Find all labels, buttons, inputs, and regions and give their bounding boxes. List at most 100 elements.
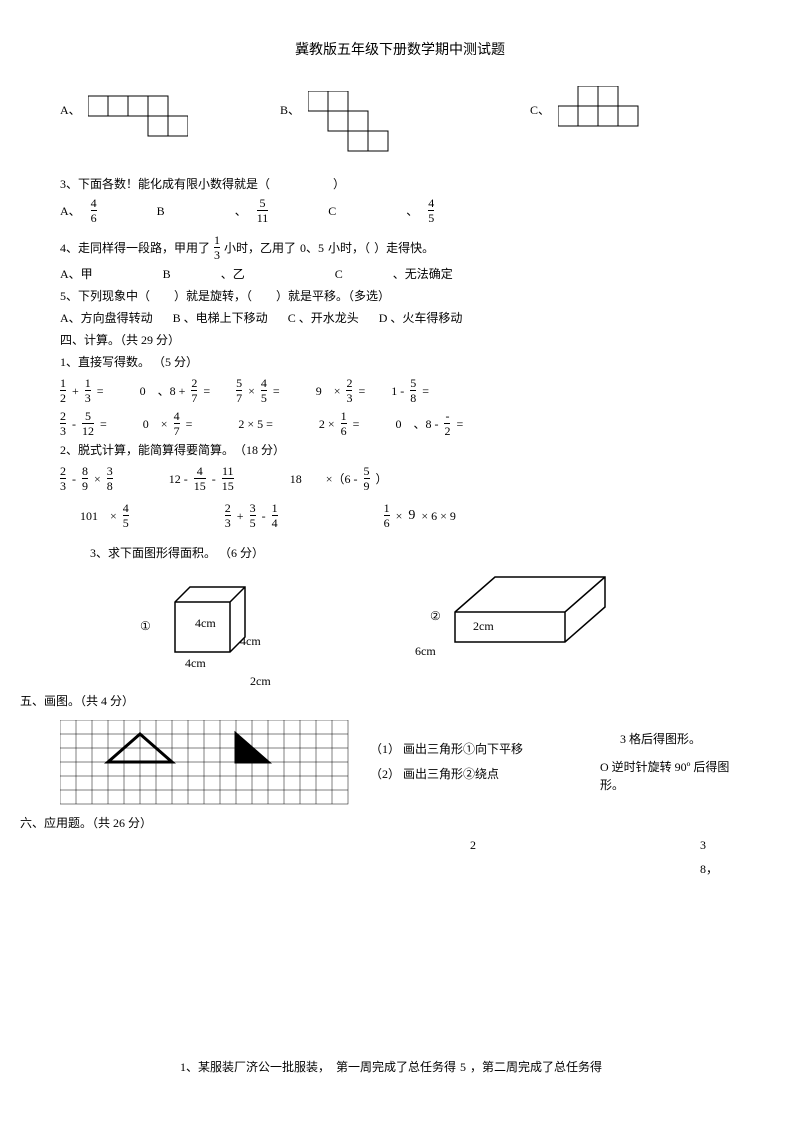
sec5-t1b: 3 格后得图形。 — [620, 730, 701, 748]
q5-c: C 、开水龙头 — [288, 309, 359, 327]
r3-e3cl: ） — [376, 470, 388, 488]
net-b — [308, 91, 408, 181]
r4e1f: 45 — [123, 502, 129, 529]
e3b: 45 — [261, 377, 267, 404]
e5f: 58 — [410, 377, 416, 404]
cube2-label: ② — [430, 607, 441, 625]
r3-e2pre: 12 - — [169, 470, 188, 488]
cube1-label: ① — [140, 617, 151, 635]
r4-e1pre: 101 × — [80, 507, 117, 525]
q2-opt-a: A、 — [60, 101, 81, 119]
r4-op3: × — [396, 507, 403, 525]
r1-eq4: = — [358, 382, 365, 400]
q4-b: B — [163, 265, 171, 283]
sec6-n8: 8， — [700, 860, 718, 878]
r2-op1: - — [72, 415, 76, 433]
cube1-dim-c: 4cm — [185, 654, 206, 672]
q3-a: A、 — [60, 202, 81, 220]
r3e2a: 415 — [194, 465, 206, 492]
q3-sep1: 、 — [235, 202, 247, 220]
sec6-n2: 2 — [470, 836, 476, 854]
r1-eq2: = — [203, 382, 210, 400]
q3-c-frac: 45 — [428, 197, 434, 224]
sec5-t2b: O 逆时针旋转 90º 后得图形。 — [600, 758, 740, 794]
q4-close: ）走得快。 — [374, 239, 434, 257]
r2e4f: 16 — [341, 410, 347, 437]
r2e2f: 47 — [174, 410, 180, 437]
r4-e3c: 9 — [408, 505, 415, 526]
r1-eq5: = — [422, 382, 429, 400]
r2-eq5: = — [456, 415, 463, 433]
r4e2a: 23 — [225, 502, 231, 529]
r2-e5pre: 0 、8 - — [395, 415, 438, 433]
q2-opt-b: B、 — [280, 101, 300, 119]
sec6-n3: 3 — [700, 836, 706, 854]
r1-e2pre: 0 、8 + — [140, 382, 186, 400]
q3-c: C — [328, 202, 336, 220]
r2-eq2: = — [186, 415, 193, 433]
q5-a: A、方向盘得转动 — [60, 309, 153, 327]
cube1-dim-b: 4cm — [240, 632, 261, 650]
q4-frac: 13 — [214, 234, 220, 261]
r1-e5pre: 1 - — [391, 382, 404, 400]
sec6-head: 六、应用题。（共 26 分） — [20, 814, 740, 832]
net-a — [88, 91, 188, 151]
e1b: 13 — [85, 377, 91, 404]
q3-a-frac: 46 — [91, 197, 97, 224]
cuboid-icon — [450, 572, 610, 652]
cube2-dim-c: 2cm — [250, 672, 271, 690]
q4-mid2: 小时，（ — [328, 239, 370, 257]
q3-b: B — [157, 202, 165, 220]
r4e2c: 14 — [272, 502, 278, 529]
q5-b: B 、电梯上下移动 — [173, 309, 268, 327]
q4-sep2: 、无法确定 — [393, 265, 453, 283]
net-c — [558, 86, 678, 146]
sec4-p2: 2、脱式计算，能简算得要简算。 （18 分） — [60, 441, 740, 459]
q4-c: C — [335, 265, 343, 283]
r3-e3pre: 18 ×（6 - — [290, 470, 358, 488]
r1-op1: + — [72, 382, 79, 400]
q3-b-frac: 511 — [257, 197, 269, 224]
r2-e4pre: 2 × — [319, 415, 335, 433]
q3-stem: 3、下面各数！能化成有限小数得就是（ — [60, 177, 270, 191]
cube1-dim-a: 4cm — [195, 614, 216, 632]
q2-opt-c: C、 — [530, 101, 550, 119]
r3e1b: 89 — [82, 465, 88, 492]
r2-eq4: = — [353, 415, 360, 433]
r4-op1: + — [237, 507, 244, 525]
r2-e3: 2 × 5 = — [238, 415, 273, 433]
sec6-q1a: 1、某服装厂济公一批服装， 第一周完成了总任务得 — [180, 1058, 456, 1076]
q4-dec: 0、5 — [300, 239, 324, 257]
sec4-head: 四、计算。（共 29 分） — [60, 331, 740, 349]
r2e5f: -2 — [444, 410, 450, 437]
r3e2b: 1115 — [222, 465, 234, 492]
sec4-p1: 1、直接写得数。 （5 分） — [60, 353, 740, 371]
sec6-q1b: 5 — [460, 1058, 466, 1076]
sec6-q1c: ，第二周完成了总任务得 — [470, 1058, 602, 1076]
r1-op3: × — [248, 382, 255, 400]
sec4-p3: 3、求下面图形得面积。 （6 分） — [90, 544, 740, 562]
e3a: 57 — [236, 377, 242, 404]
r1-e4pre: 9 × — [316, 382, 341, 400]
q4-sep1: 、乙 — [221, 265, 245, 283]
e4f: 23 — [346, 377, 352, 404]
grid-icon — [60, 720, 350, 805]
r2e1b: 512 — [82, 410, 94, 437]
e2f: 27 — [191, 377, 197, 404]
r1-eq1: = — [97, 382, 104, 400]
sec5-t1: （1） 画出三角形①向下平移 — [370, 740, 523, 758]
r3e3f: 59 — [364, 465, 370, 492]
q4-mid1: 小时，乙用了 — [224, 239, 296, 257]
r4-rest: × 6 × 9 — [421, 507, 456, 525]
q5-d: D 、火车得移动 — [379, 309, 463, 327]
sec5-t2: （2） 画出三角形②绕点 — [370, 765, 499, 783]
r3-e2op: - — [212, 470, 216, 488]
cube2-dim-a: 2cm — [473, 617, 494, 635]
q3-close: ） — [333, 177, 345, 191]
q4-a: A、甲 — [60, 265, 93, 283]
r3-op1: - — [72, 470, 76, 488]
page-title: 冀教版五年级下册数学期中测试题 — [60, 40, 740, 61]
cube2-dim-b: 6cm — [415, 642, 436, 660]
r2e1a: 23 — [60, 410, 66, 437]
r4e2b: 35 — [250, 502, 256, 529]
